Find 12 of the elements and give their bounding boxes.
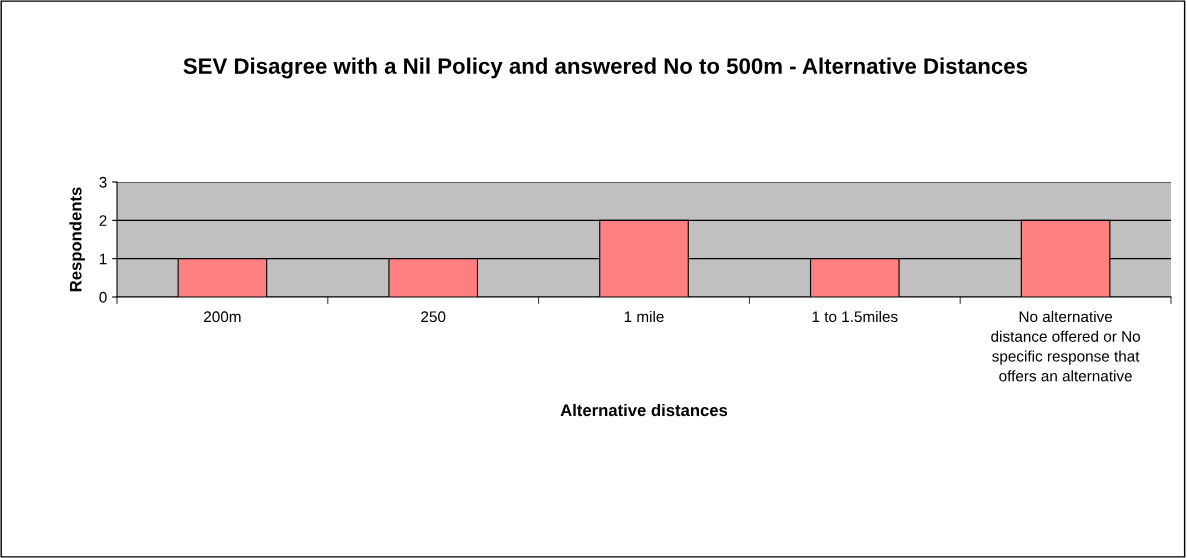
x-tick-label: 1 to 1.5miles	[812, 310, 898, 323]
y-tick-label: 0	[99, 291, 107, 303]
x-tick-label: 200m	[204, 311, 241, 323]
x-tick-label: 250	[421, 311, 446, 323]
x-tick-label: 1 mile	[624, 310, 664, 323]
y-axis-title: Respondents	[69, 187, 85, 292]
chart-title: SEV Disagree with a Nil Policy and answered No to 500m - Alternative Distances	[183, 57, 1028, 79]
x-axis-title: Alternative distances	[560, 403, 728, 417]
x-tick-label: No alternative distance offered or No specific response that offers an alternative	[991, 310, 1140, 382]
y-tick-label: 1	[99, 253, 107, 265]
y-tick-label: 3	[99, 176, 107, 188]
y-tick-label: 2	[99, 215, 107, 226]
